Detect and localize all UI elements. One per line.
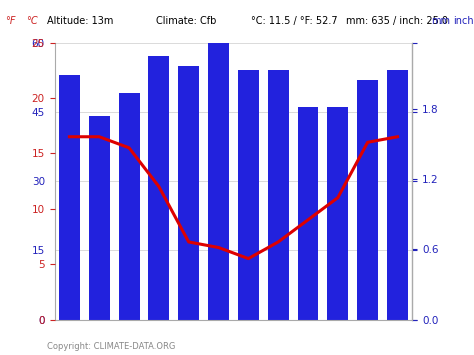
Bar: [298, 107, 319, 320]
Text: °F: °F: [5, 16, 15, 26]
Text: mm: 635 / inch: 25.0: mm: 635 / inch: 25.0: [346, 16, 448, 26]
Bar: [89, 116, 109, 320]
Text: Copyright: CLIMATE-DATA.ORG: Copyright: CLIMATE-DATA.ORG: [47, 343, 176, 351]
Text: inch: inch: [453, 16, 474, 26]
Bar: [238, 70, 259, 320]
Text: mm: mm: [431, 16, 450, 26]
Bar: [148, 56, 169, 320]
Bar: [328, 107, 348, 320]
Bar: [118, 93, 139, 320]
Bar: [178, 66, 199, 320]
Text: °C: °C: [26, 16, 38, 26]
Bar: [268, 70, 289, 320]
Bar: [59, 75, 80, 320]
Bar: [387, 70, 408, 320]
Bar: [208, 43, 229, 320]
Text: Climate: Cfb: Climate: Cfb: [156, 16, 217, 26]
Bar: [357, 80, 378, 320]
Text: °C: 11.5 / °F: 52.7: °C: 11.5 / °F: 52.7: [251, 16, 338, 26]
Text: Altitude: 13m: Altitude: 13m: [47, 16, 114, 26]
